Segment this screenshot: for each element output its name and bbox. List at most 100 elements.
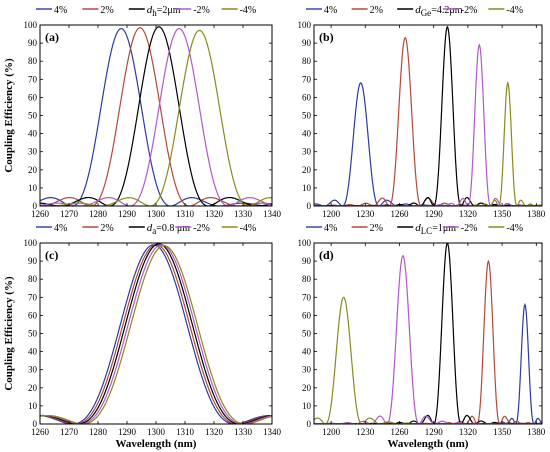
y-tick-label: 100 <box>24 238 38 248</box>
y-axis-title: Coupling Efficiency (%) <box>3 58 15 173</box>
y-tick-label: 30 <box>302 147 312 157</box>
y-tick-label: 50 <box>28 329 38 339</box>
y-tick-label: 80 <box>28 274 38 284</box>
legend-param-symbol: d <box>147 222 153 234</box>
x-tick-label: 1270 <box>60 209 79 219</box>
y-tick-label: 70 <box>28 292 38 302</box>
series-line-4 <box>40 29 272 206</box>
x-tick-label: 1280 <box>89 427 108 437</box>
y-tick-label: 40 <box>28 347 38 357</box>
x-tick-label: 1310 <box>176 209 195 219</box>
y-tick-label: 40 <box>302 129 312 139</box>
y-tick-label: 90 <box>302 256 312 266</box>
plot-frame <box>39 242 273 425</box>
legend: 4% 2% dLC=1μm -2% -4% <box>306 222 523 236</box>
x-tick-label: 1280 <box>89 209 108 219</box>
x-tick-label: 1310 <box>176 427 195 437</box>
y-tick-label: 80 <box>302 56 312 66</box>
y-tick-label: 30 <box>302 365 312 375</box>
legend-label: 2% <box>370 5 383 16</box>
x-tick-label: 1320 <box>205 209 224 219</box>
y-tick-label: 90 <box>28 38 38 48</box>
legend-label: dGe=4.2μm <box>415 4 463 18</box>
x-tick-label: 1260 <box>31 209 50 219</box>
y-tick-label: 30 <box>28 365 38 375</box>
legend-param-value: =2μm <box>157 5 181 16</box>
legend-label: 4% <box>54 223 67 234</box>
panel-label: (c) <box>45 248 58 262</box>
x-tick-label: 1290 <box>425 209 444 219</box>
y-tick-label: 10 <box>302 401 312 411</box>
x-tick-label: 1340 <box>263 427 282 437</box>
series-line-4 <box>314 296 542 424</box>
x-tick-label: 1290 <box>118 427 137 437</box>
legend: 4% 2% dGe=4.2μm-2% -4% <box>306 4 523 18</box>
y-tick-label: 90 <box>28 256 38 266</box>
x-tick-label: 1320 <box>459 427 478 437</box>
legend-label: 2% <box>100 5 113 16</box>
x-tick-label: 1290 <box>425 427 444 437</box>
legend-label: -4% <box>240 5 257 16</box>
y-tick-label: 10 <box>28 183 38 193</box>
series-line-1 <box>314 36 542 206</box>
legend-param-subscript: Ge <box>421 8 432 18</box>
y-tick-label: 50 <box>302 111 312 121</box>
y-tick-label: 70 <box>302 292 312 302</box>
panel-a: 0 10 20 30 40 50 60 70 80 90 100 1260 1270 1280 1290 13… <box>3 4 282 219</box>
y-tick-label: 90 <box>302 38 312 48</box>
legend-param-symbol: d <box>415 222 421 234</box>
x-tick-label: 1230 <box>356 427 375 437</box>
y-tick-label: 20 <box>302 165 312 175</box>
legend-label: -2% <box>193 223 210 234</box>
plot-frame <box>313 242 543 425</box>
x-tick-label: 1260 <box>31 427 50 437</box>
x-tick-label: 1320 <box>459 209 478 219</box>
x-tick-label: 1260 <box>391 427 410 437</box>
y-tick-label: 20 <box>302 383 312 393</box>
x-tick-label: 1260 <box>391 209 410 219</box>
series-line-3 <box>314 254 542 424</box>
x-axis-title: Wavelength (nm) <box>388 438 469 450</box>
y-tick-label: 80 <box>28 56 38 66</box>
y-tick-label: 0 <box>33 201 38 211</box>
x-axis-title: Wavelength (nm) <box>116 438 197 450</box>
legend-label: 2% <box>370 223 383 234</box>
legend-label: 2% <box>100 223 113 234</box>
series-line-2 <box>40 26 272 206</box>
y-tick-label: 70 <box>302 74 312 84</box>
y-tick-label: 40 <box>28 129 38 139</box>
series-group <box>314 243 542 424</box>
series-line-1 <box>314 259 542 424</box>
x-tick-label: 1300 <box>147 209 166 219</box>
y-tick-label: 40 <box>302 347 312 357</box>
series-line-2 <box>314 25 542 206</box>
legend-param-symbol: d <box>147 4 153 16</box>
series-line-1 <box>40 244 272 424</box>
y-tick-label: 60 <box>28 310 38 320</box>
panel-label: (b) <box>319 30 334 44</box>
x-tick-label: 1270 <box>60 427 79 437</box>
legend-param-subscript: a <box>152 226 156 236</box>
panel-label: (a) <box>45 30 59 44</box>
x-tick-label: 1350 <box>493 209 512 219</box>
series-line-4 <box>40 245 272 424</box>
series-line-3 <box>314 43 542 206</box>
x-tick-label: 1230 <box>356 209 375 219</box>
series-line-2 <box>40 243 272 424</box>
series-line-0 <box>40 244 272 424</box>
y-tick-label: 60 <box>302 310 312 320</box>
series-group <box>314 25 542 206</box>
y-tick-label: 50 <box>302 329 312 339</box>
series-line-0 <box>40 28 272 206</box>
series-line-3 <box>40 244 272 424</box>
legend: 4% 2% dh=2μm -2% -4% <box>36 4 256 18</box>
x-tick-label: 1380 <box>527 209 546 219</box>
y-tick-label: 30 <box>28 147 38 157</box>
x-tick-label: 1200 <box>322 209 341 219</box>
y-tick-label: 100 <box>24 20 38 30</box>
legend-label: -4% <box>506 223 523 234</box>
legend-label: 4% <box>324 223 337 234</box>
x-tick-label: 1300 <box>147 427 166 437</box>
legend-label: 4% <box>54 5 67 16</box>
x-tick-label: 1320 <box>205 427 224 437</box>
